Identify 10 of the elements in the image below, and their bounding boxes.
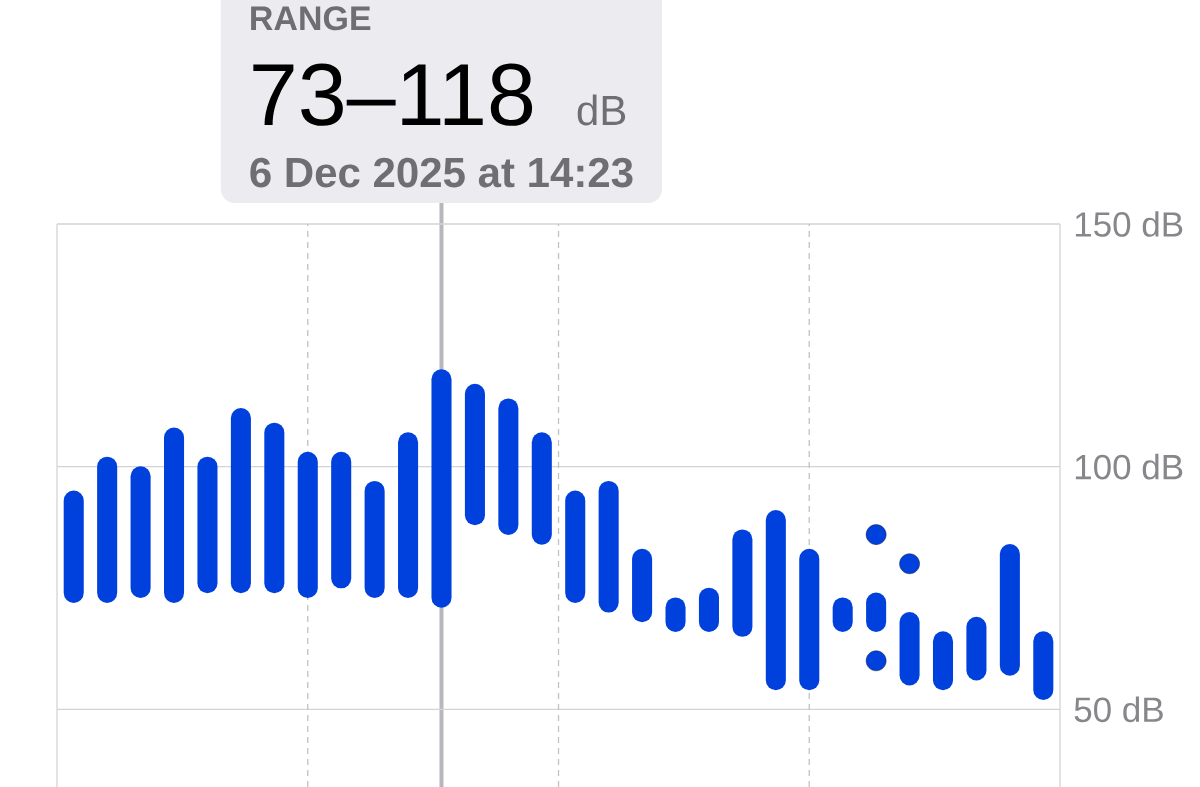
text: 6 Dec 2025 at 14:23: [250, 157, 633, 188]
point: [865, 524, 887, 545]
text: dB: [577, 94, 626, 126]
text: 73–118: [253, 63, 533, 126]
y-tick-label: 50 dB: [1074, 696, 1163, 723]
y-tick-label: 100 dB: [1075, 453, 1183, 480]
point: [865, 650, 887, 672]
point: [899, 553, 920, 574]
text: RANGE: [251, 6, 371, 31]
y-tick-label: 150 dB: [1075, 211, 1183, 237]
